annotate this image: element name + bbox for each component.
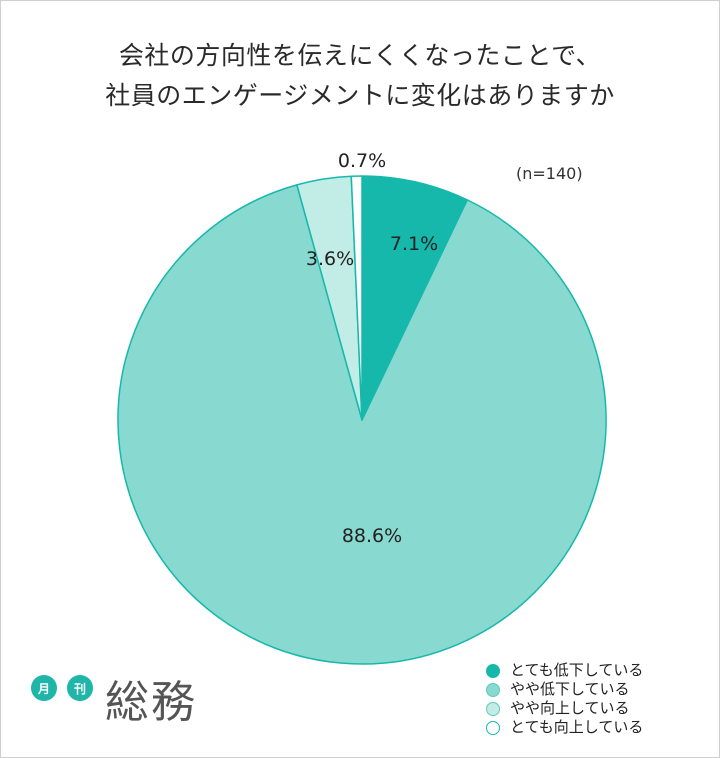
logo-text: 総務 [105, 677, 197, 728]
chart-title-line-1: 会社の方向性を伝えにくくなったことで、 [118, 41, 602, 70]
slice-label: 3.6% [306, 248, 354, 270]
logo-badge-1: 月 [31, 675, 57, 701]
legend-label: やや向上している [510, 699, 630, 717]
slice-label: 7.1% [390, 233, 438, 255]
sample-size-note: (n=140) [516, 164, 583, 183]
legend-item-very-decreased: とても低下している [486, 661, 643, 680]
legend-swatch [486, 720, 500, 735]
chart-title: 会社の方向性を伝えにくくなったことで、 社員のエンゲージメントに変化はありますか [0, 36, 720, 116]
legend-label: とても低下している [510, 661, 644, 679]
legend-swatch [486, 701, 500, 716]
slice-label: 88.6% [342, 525, 402, 547]
slice-label: 0.7% [338, 150, 386, 172]
pie-labels: 7.1% 88.6% 3.6% 0.7% [306, 150, 438, 547]
slice-very-decreased [361, 175, 469, 421]
legend-item-somewhat-decreased: やや低下している [486, 680, 643, 699]
pie-slices [117, 175, 607, 665]
legend-item-somewhat-improved: やや向上している [486, 699, 643, 718]
legend-swatch [486, 663, 500, 678]
legend: とても低下している やや低下している やや向上している とても向上している [486, 661, 643, 737]
chart-title-line-2: 社員のエンゲージメントに変化はありますか [105, 81, 615, 110]
legend-swatch [486, 682, 500, 697]
legend-item-very-improved: とても向上している [486, 718, 643, 737]
logo-badge-2: 刊 [67, 675, 93, 701]
gekkan-somu-logo: 月 刊 総務 [27, 666, 227, 736]
legend-label: やや低下している [510, 680, 630, 698]
legend-label: とても向上している [510, 718, 644, 736]
slice-somewhat-decreased [117, 184, 607, 665]
slice-very-improved [350, 175, 363, 421]
